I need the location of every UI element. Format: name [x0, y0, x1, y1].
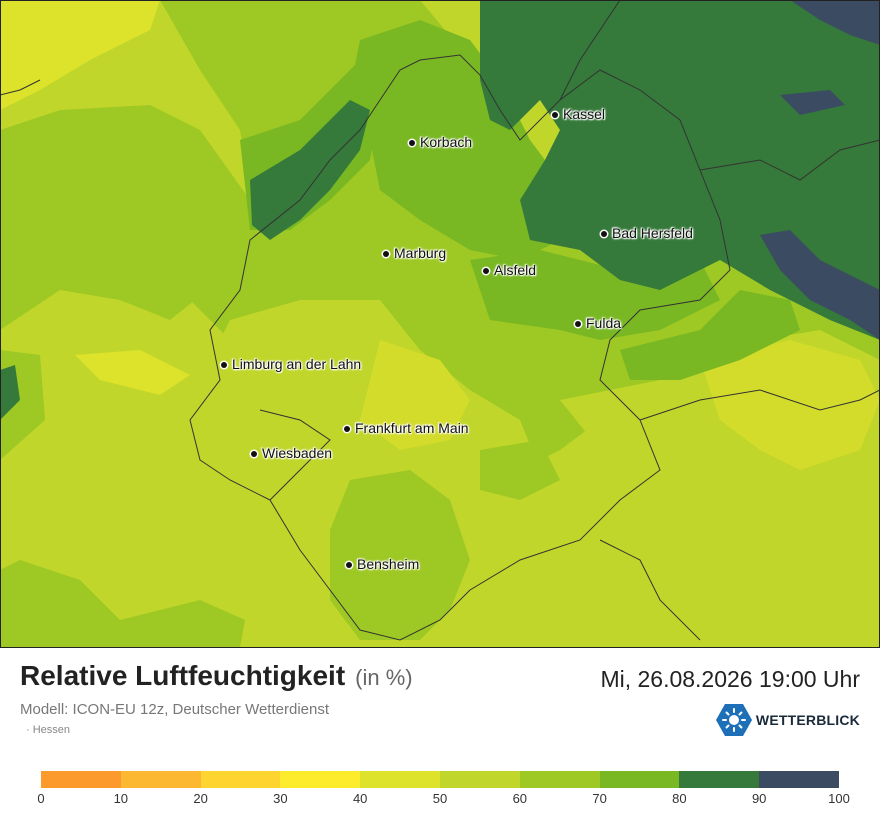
legend-swatch: [679, 771, 760, 788]
humidity-band-70-80: [350, 20, 560, 260]
humidity-band-90-100: [760, 230, 880, 340]
border-line: [559, 0, 621, 101]
legend-swatch: [280, 771, 361, 788]
legend-swatch: [41, 771, 121, 788]
sun-logo-icon: [715, 704, 752, 736]
city-label-korbach: Korbach: [409, 134, 472, 150]
legend-swatch: [599, 771, 680, 788]
humidity-band-90-100: [790, 0, 880, 45]
city-label-kassel: Kassel: [552, 106, 605, 122]
legend-tick-label: 0: [37, 791, 45, 806]
humidity-legend-scale: [41, 771, 839, 788]
city-marker: [221, 362, 227, 369]
city-label-bensheim: Bensheim: [346, 556, 419, 572]
humidity-band-60-70: [0, 560, 245, 648]
legend-tick-label: 30: [273, 791, 288, 806]
humidity-band-60-70: [480, 440, 560, 500]
city-label-limburg: Limburg an der Lahn: [221, 356, 361, 372]
humidity-band-90-100: [780, 90, 845, 115]
city-marker: [483, 268, 489, 275]
legend-swatch: [519, 771, 600, 788]
city-marker: [346, 562, 352, 569]
map-title: Relative Luftfeuchtigkeit: [20, 660, 346, 691]
legend-swatch: [759, 771, 839, 788]
legend-tick-label: 50: [432, 791, 448, 806]
legend-tick-label: 80: [672, 791, 687, 806]
city-label-frankfurt: Frankfurt am Main: [344, 420, 469, 436]
humidity-band-70-80: [620, 290, 800, 380]
legend-tick-label: 20: [193, 791, 208, 806]
humidity-band-80-90: [0, 365, 20, 420]
legend-swatch: [200, 771, 281, 788]
legend-tick-label: 10: [113, 791, 129, 806]
humidity-map[interactable]: Kassel Korbach Bad Hersfeld Marburg Alsf…: [0, 0, 880, 648]
brand-logo[interactable]: WETTERBLICK: [715, 703, 860, 737]
border-line: [599, 539, 701, 641]
city-marker: [601, 231, 607, 238]
map-title-row: Relative Luftfeuchtigkeit (in %): [20, 660, 413, 692]
city-marker: [344, 426, 350, 433]
brand-name: WETTERBLICK: [755, 712, 860, 728]
legend-tick-label: 60: [512, 791, 528, 806]
border-line: [0, 79, 41, 96]
city-label-alsfeld: Alsfeld: [483, 262, 536, 278]
border-line: [639, 389, 880, 421]
legend-swatch: [439, 771, 520, 788]
state-border-hessen: [189, 54, 731, 641]
legend-tick-label: 100: [828, 791, 850, 806]
border-line: [259, 409, 331, 501]
city-marker: [575, 321, 581, 328]
city-label-wiesbaden: Wiesbaden: [251, 445, 332, 461]
city-label-bad-hersfeld: Bad Hersfeld: [601, 225, 693, 241]
humidity-band-40-50: [0, 0, 160, 110]
border-line: [699, 139, 880, 181]
legend-tick-label: 90: [751, 791, 767, 806]
region-label: · Hessen: [26, 724, 71, 736]
humidity-band-80-90: [250, 100, 370, 240]
humidity-band-40-50: [360, 340, 470, 450]
city-marker: [409, 140, 415, 147]
humidity-field: [0, 0, 880, 648]
humidity-band-40-50: [700, 340, 880, 470]
city-label-fulda: Fulda: [575, 315, 621, 331]
humidity-band-60-70: [330, 470, 470, 640]
humidity-band-40-50: [75, 350, 190, 395]
forecast-datetime: Mi, 26.08.2026 19:00 Uhr: [600, 666, 860, 692]
city-marker: [552, 112, 558, 119]
legend-swatch: [120, 771, 201, 788]
model-source: Modell: ICON-EU 12z, Deutscher Wetterdie…: [20, 701, 330, 718]
city-marker: [251, 451, 257, 458]
legend-tick-label: 40: [352, 791, 368, 806]
unit-label: (in %): [355, 665, 413, 690]
legend-swatch: [360, 771, 440, 788]
city-label-marburg: Marburg: [383, 245, 446, 261]
city-marker: [383, 251, 389, 258]
legend-tick-label: 70: [592, 791, 607, 806]
